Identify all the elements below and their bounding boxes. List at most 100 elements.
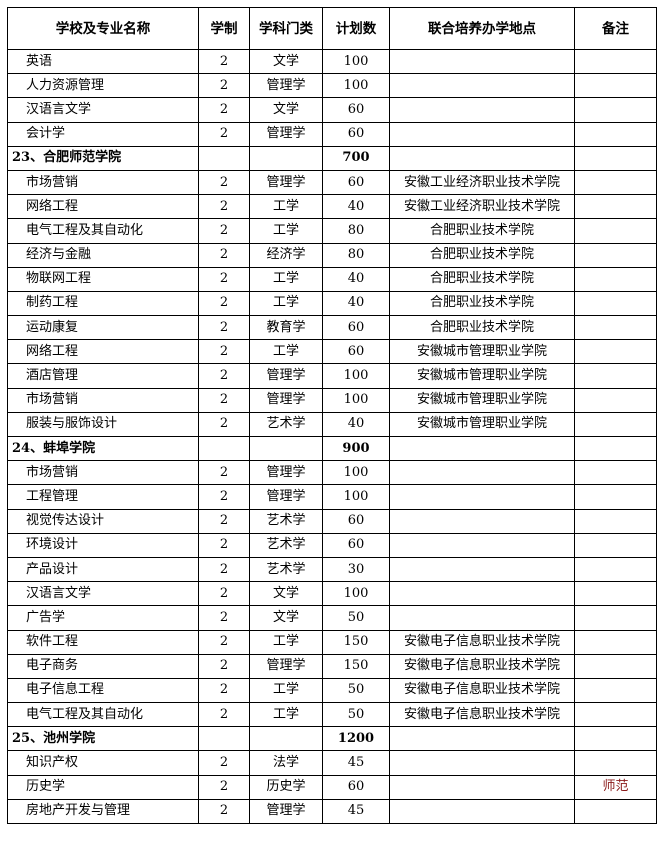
cell-site <box>389 145 575 171</box>
cell-category: 工学 <box>249 677 323 704</box>
cell-plan: 1200 <box>322 726 390 752</box>
cell-category: 管理学 <box>249 121 323 147</box>
cell-plan: 30 <box>322 556 390 583</box>
cell-category: 文学 <box>249 605 323 631</box>
cell-note <box>574 798 657 825</box>
header-category: 学科门类 <box>249 7 323 50</box>
cell-note <box>574 194 657 220</box>
cell-note <box>574 532 657 558</box>
cell-note <box>574 387 657 413</box>
table-row: 知识产权 2 法学 45 <box>7 750 657 776</box>
cell-name: 服装与服饰设计 <box>7 411 199 438</box>
cell-site <box>389 532 575 558</box>
table-row: 市场营销 2 管理学 100 安徽城市管理职业学院 <box>7 387 657 413</box>
cell-years: 2 <box>198 363 250 389</box>
cell-note <box>574 121 657 147</box>
cell-site <box>389 73 575 99</box>
table-row: 经济与金融 2 经济学 80 合肥职业技术学院 <box>7 242 657 268</box>
cell-site: 安徽城市管理职业学院 <box>389 363 575 389</box>
cell-site: 安徽工业经济职业技术学院 <box>389 169 575 196</box>
cell-years: 2 <box>198 629 250 655</box>
cell-note <box>574 266 657 292</box>
cell-plan: 100 <box>322 581 390 607</box>
cell-years: 2 <box>198 460 250 486</box>
cell-name: 房地产开发与管理 <box>7 798 199 825</box>
cell-category: 管理学 <box>249 484 323 510</box>
school-row: 23、合肥师范学院 700 <box>7 145 657 171</box>
header-name: 学校及专业名称 <box>7 7 199 50</box>
cell-plan: 100 <box>322 387 390 413</box>
cell-category: 管理学 <box>249 387 323 413</box>
cell-years <box>198 145 250 171</box>
table-row: 广告学 2 文学 50 <box>7 605 657 631</box>
cell-plan: 60 <box>322 169 390 196</box>
cell-years: 2 <box>198 97 250 123</box>
cell-plan: 40 <box>322 266 390 292</box>
cell-site <box>389 605 575 631</box>
cell-name: 电子信息工程 <box>7 677 199 704</box>
cell-name: 市场营销 <box>7 169 199 196</box>
cell-plan: 60 <box>322 315 390 341</box>
cell-category: 艺术学 <box>249 556 323 583</box>
cell-years: 2 <box>198 677 250 704</box>
cell-category: 管理学 <box>249 363 323 389</box>
cell-plan: 60 <box>322 532 390 558</box>
cell-note <box>574 508 657 534</box>
cell-category: 工学 <box>249 339 323 365</box>
cell-years: 2 <box>198 774 250 800</box>
cell-category: 艺术学 <box>249 532 323 558</box>
cell-site: 合肥职业技术学院 <box>389 242 575 268</box>
cell-plan: 80 <box>322 242 390 268</box>
cell-category: 管理学 <box>249 169 323 196</box>
cell-note <box>574 363 657 389</box>
cell-years: 2 <box>198 532 250 558</box>
cell-note <box>574 73 657 99</box>
cell-name: 24、蚌埠学院 <box>7 435 199 462</box>
cell-category: 管理学 <box>249 73 323 99</box>
header-site: 联合培养办学地点 <box>389 7 575 50</box>
school-row: 25、池州学院 1200 <box>7 726 657 752</box>
cell-category: 工学 <box>249 629 323 655</box>
cell-site: 安徽电子信息职业技术学院 <box>389 702 575 728</box>
cell-plan: 40 <box>322 194 390 220</box>
cell-note <box>574 242 657 268</box>
cell-note <box>574 750 657 776</box>
cell-years: 2 <box>198 484 250 510</box>
cell-name: 23、合肥师范学院 <box>7 145 199 171</box>
cell-name: 电气工程及其自动化 <box>7 218 199 244</box>
cell-plan: 900 <box>322 435 390 462</box>
cell-years: 2 <box>198 556 250 583</box>
cell-site <box>389 556 575 583</box>
cell-years: 2 <box>198 242 250 268</box>
cell-note <box>574 97 657 123</box>
cell-name: 会计学 <box>7 121 199 147</box>
cell-site: 安徽电子信息职业技术学院 <box>389 677 575 704</box>
cell-name: 电气工程及其自动化 <box>7 702 199 728</box>
cell-name: 网络工程 <box>7 194 199 220</box>
cell-name: 25、池州学院 <box>7 726 199 752</box>
cell-category <box>249 145 323 171</box>
table-row: 电子商务 2 管理学 150 安徽电子信息职业技术学院 <box>7 653 657 679</box>
cell-name: 知识产权 <box>7 750 199 776</box>
cell-note <box>574 169 657 196</box>
header-plan: 计划数 <box>322 7 390 50</box>
cell-category: 工学 <box>249 218 323 244</box>
cell-plan: 60 <box>322 508 390 534</box>
cell-category: 工学 <box>249 702 323 728</box>
cell-years: 2 <box>198 653 250 679</box>
cell-site: 合肥职业技术学院 <box>389 218 575 244</box>
cell-note <box>574 339 657 365</box>
table-header-row: 学校及专业名称 学制 学科门类 计划数 联合培养办学地点 备注 <box>7 7 657 50</box>
cell-note <box>574 290 657 317</box>
cell-years: 2 <box>198 290 250 317</box>
cell-plan: 60 <box>322 339 390 365</box>
cell-note <box>574 653 657 679</box>
table-row: 历史学 2 历史学 60 师范 <box>7 774 657 800</box>
table-row: 电气工程及其自动化 2 工学 80 合肥职业技术学院 <box>7 218 657 244</box>
cell-category <box>249 726 323 752</box>
cell-site <box>389 774 575 800</box>
cell-plan: 100 <box>322 484 390 510</box>
cell-note <box>574 460 657 486</box>
cell-years <box>198 726 250 752</box>
cell-name: 环境设计 <box>7 532 199 558</box>
